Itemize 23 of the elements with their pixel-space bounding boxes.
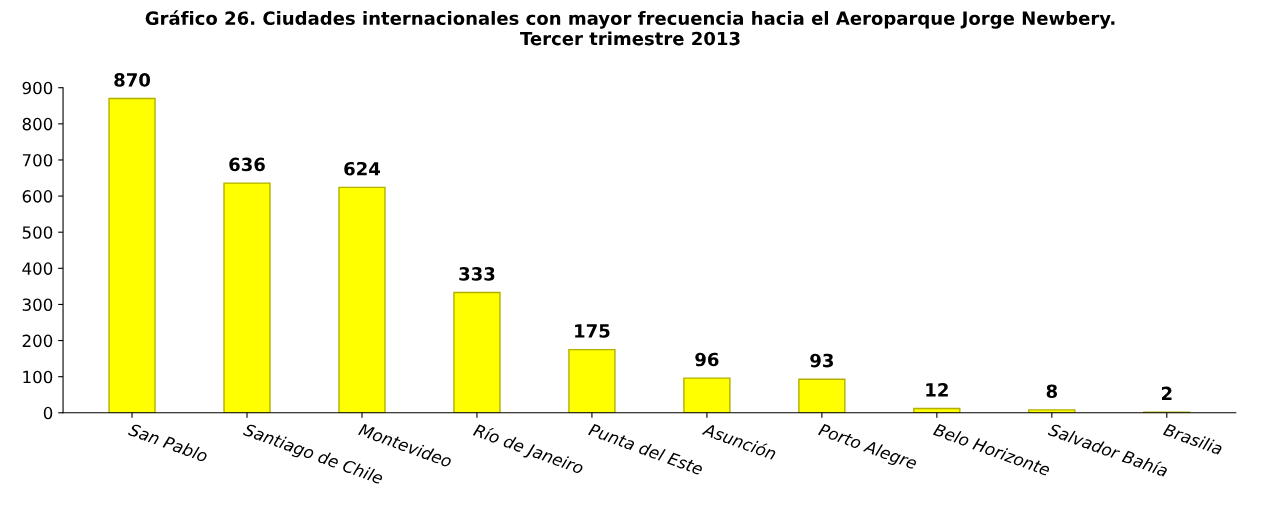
chart-title: Gráfico 26. Ciudades internacionales con mayor frecuencia hacia el Aeroparque Jorge Newbery. Tercer trimestre 2013: [145, 10, 1115, 46]
x-tick-label: San Pablo: [127, 422, 209, 463]
data-label: 96: [695, 352, 719, 367]
y-tick-label: 700: [22, 153, 53, 167]
data-label: 333: [459, 267, 495, 281]
y-tick-label: 100: [23, 370, 53, 384]
y-tick-label: 800: [22, 117, 53, 131]
data-label: 12: [926, 382, 948, 397]
y-tick-label: 400: [22, 262, 53, 275]
x-tick-label: Porto Alegre: [816, 422, 919, 473]
data-label: 2: [1161, 386, 1172, 400]
y-tick-label: 900: [22, 81, 53, 95]
y-tick-label: 200: [22, 334, 53, 348]
data-label: 636: [229, 157, 265, 172]
y-tick-label: 500: [22, 226, 53, 239]
data-label: 93: [810, 353, 833, 368]
data-label: 175: [575, 324, 610, 338]
data-label: 8: [1046, 384, 1057, 399]
y-tick-label: 0: [43, 406, 53, 420]
data-label: 624: [344, 161, 380, 176]
y-tick-label: 600: [22, 190, 53, 203]
data-label: 870: [114, 73, 151, 87]
y-tick-label: 300: [22, 298, 53, 312]
